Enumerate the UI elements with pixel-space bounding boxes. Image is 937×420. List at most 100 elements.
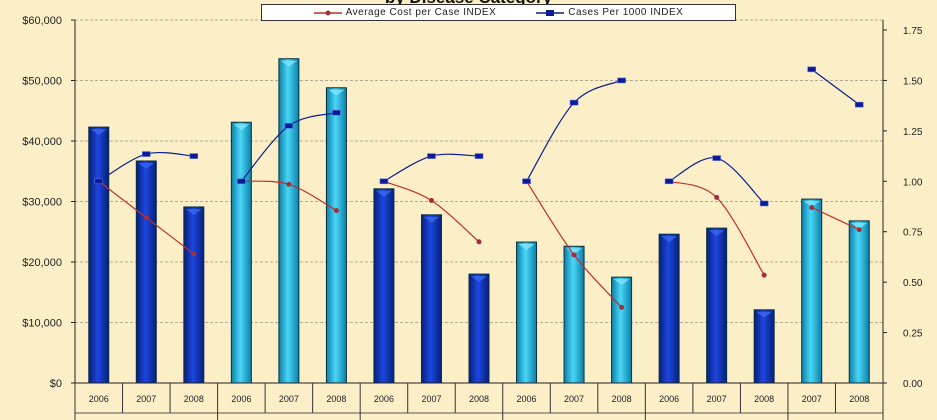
cases-point [94,178,104,185]
avg-cost-point [761,272,767,278]
right-tick-label: 1.75 [903,26,923,37]
avg-cost-point [286,181,292,187]
legend-item-cases: Cases Per 1000 INDEX [536,7,683,18]
x-tick-label: 2007 [802,394,822,404]
cases-point [332,109,341,116]
x-tick-label: 2007 [707,394,727,404]
x-tick-label: 2007 [279,394,299,404]
legend: Average Cost per Case INDEX Cases Per 10… [261,4,736,21]
x-tick-label: 2008 [469,394,489,404]
right-tick-label: 0.25 [903,329,923,340]
bar-cap [233,124,250,131]
x-tick-label: 2006 [659,394,679,404]
bar-cap [803,201,820,208]
cases-point [664,178,674,185]
right-tick-label: 1.50 [903,76,923,87]
bar [516,241,538,384]
avg-cost-point [428,197,434,203]
cases-point [522,178,531,185]
avg-cost-point [333,208,339,214]
bar-cap [328,89,345,96]
left-tick-label: $50,000 [22,76,62,88]
series-line-cases [811,68,860,106]
bar-cap [375,190,392,197]
right-tick-label: 1.00 [903,177,923,188]
legend-swatch-avg-cost [313,10,342,15]
bar [278,58,300,384]
cases-point [427,153,436,159]
avg-cost-point [856,227,862,233]
bar-cap [90,129,107,136]
bar [468,273,490,384]
left-tick-label: $40,000 [22,136,62,148]
x-tick-label: 2008 [612,394,632,404]
bar [658,233,680,384]
cases-point [807,66,817,73]
bar-cap [423,216,440,223]
legend-label: Cases Per 1000 INDEX [568,7,684,18]
avg-cost-point [571,252,577,258]
right-tick-label: 0.50 [903,278,923,289]
x-tick-label: 2006 [231,394,251,404]
legend-item-avg-cost: Average Cost per Case INDEX [313,7,497,18]
bar-cap [708,230,725,237]
x-tick-label: 2008 [184,394,204,404]
avg-cost-point [714,194,720,200]
bar [183,206,205,384]
left-tick-label: $30,000 [22,197,62,209]
avg-cost-point [143,215,149,221]
chart-title: by Disease Category [0,0,937,8]
bar [135,160,157,384]
bar [230,121,252,384]
x-tick-label: 2006 [89,394,109,404]
right-tick-label: 0.00 [903,379,923,390]
cases-point [854,101,864,108]
bar [373,188,395,384]
avg-cost-point [619,304,625,310]
bar-cap [756,311,773,318]
x-tick-label: 2008 [326,394,346,404]
avg-cost-point [476,239,482,245]
x-tick-label: 2008 [754,394,774,404]
bar [753,309,775,384]
bar [325,87,347,384]
bar [88,126,110,384]
cases-point [759,200,769,207]
bar-cap [613,279,630,286]
cases-point [141,151,151,157]
left-tick-label: $10,000 [22,318,62,330]
x-tick-label: 2007 [564,394,584,404]
bar-cap [138,162,155,169]
legend-swatch-cases [536,9,565,16]
bar [706,227,728,384]
cases-point [284,123,294,129]
bar [420,214,442,384]
series-line-avg-cost [811,206,860,231]
x-tick-label: 2006 [374,394,394,404]
cases-point [379,178,389,185]
cases-point [617,77,626,84]
bar-cap [661,236,678,243]
x-tick-label: 2007 [421,394,441,404]
cases-point [474,153,484,159]
bar-cap [185,208,202,215]
left-tick-label: $20,000 [22,257,62,269]
cases-point [189,153,199,159]
left-tick-label: $60,000 [22,15,62,27]
right-tick-label: 0.75 [903,228,923,239]
avg-cost-point [809,205,815,211]
x-tick-label: 2006 [517,394,537,404]
right-tick-label: 1.25 [903,127,923,138]
left-tick-label: $0 [50,378,62,390]
avg-cost-point [191,251,197,257]
cases-point [237,178,246,185]
cases-point [569,99,579,106]
cases-point [712,155,721,161]
bar-cap [280,60,297,67]
bar [848,220,870,384]
bar [801,198,823,384]
bar [611,276,633,384]
x-tick-label: 2007 [136,394,156,404]
bar [563,245,585,384]
